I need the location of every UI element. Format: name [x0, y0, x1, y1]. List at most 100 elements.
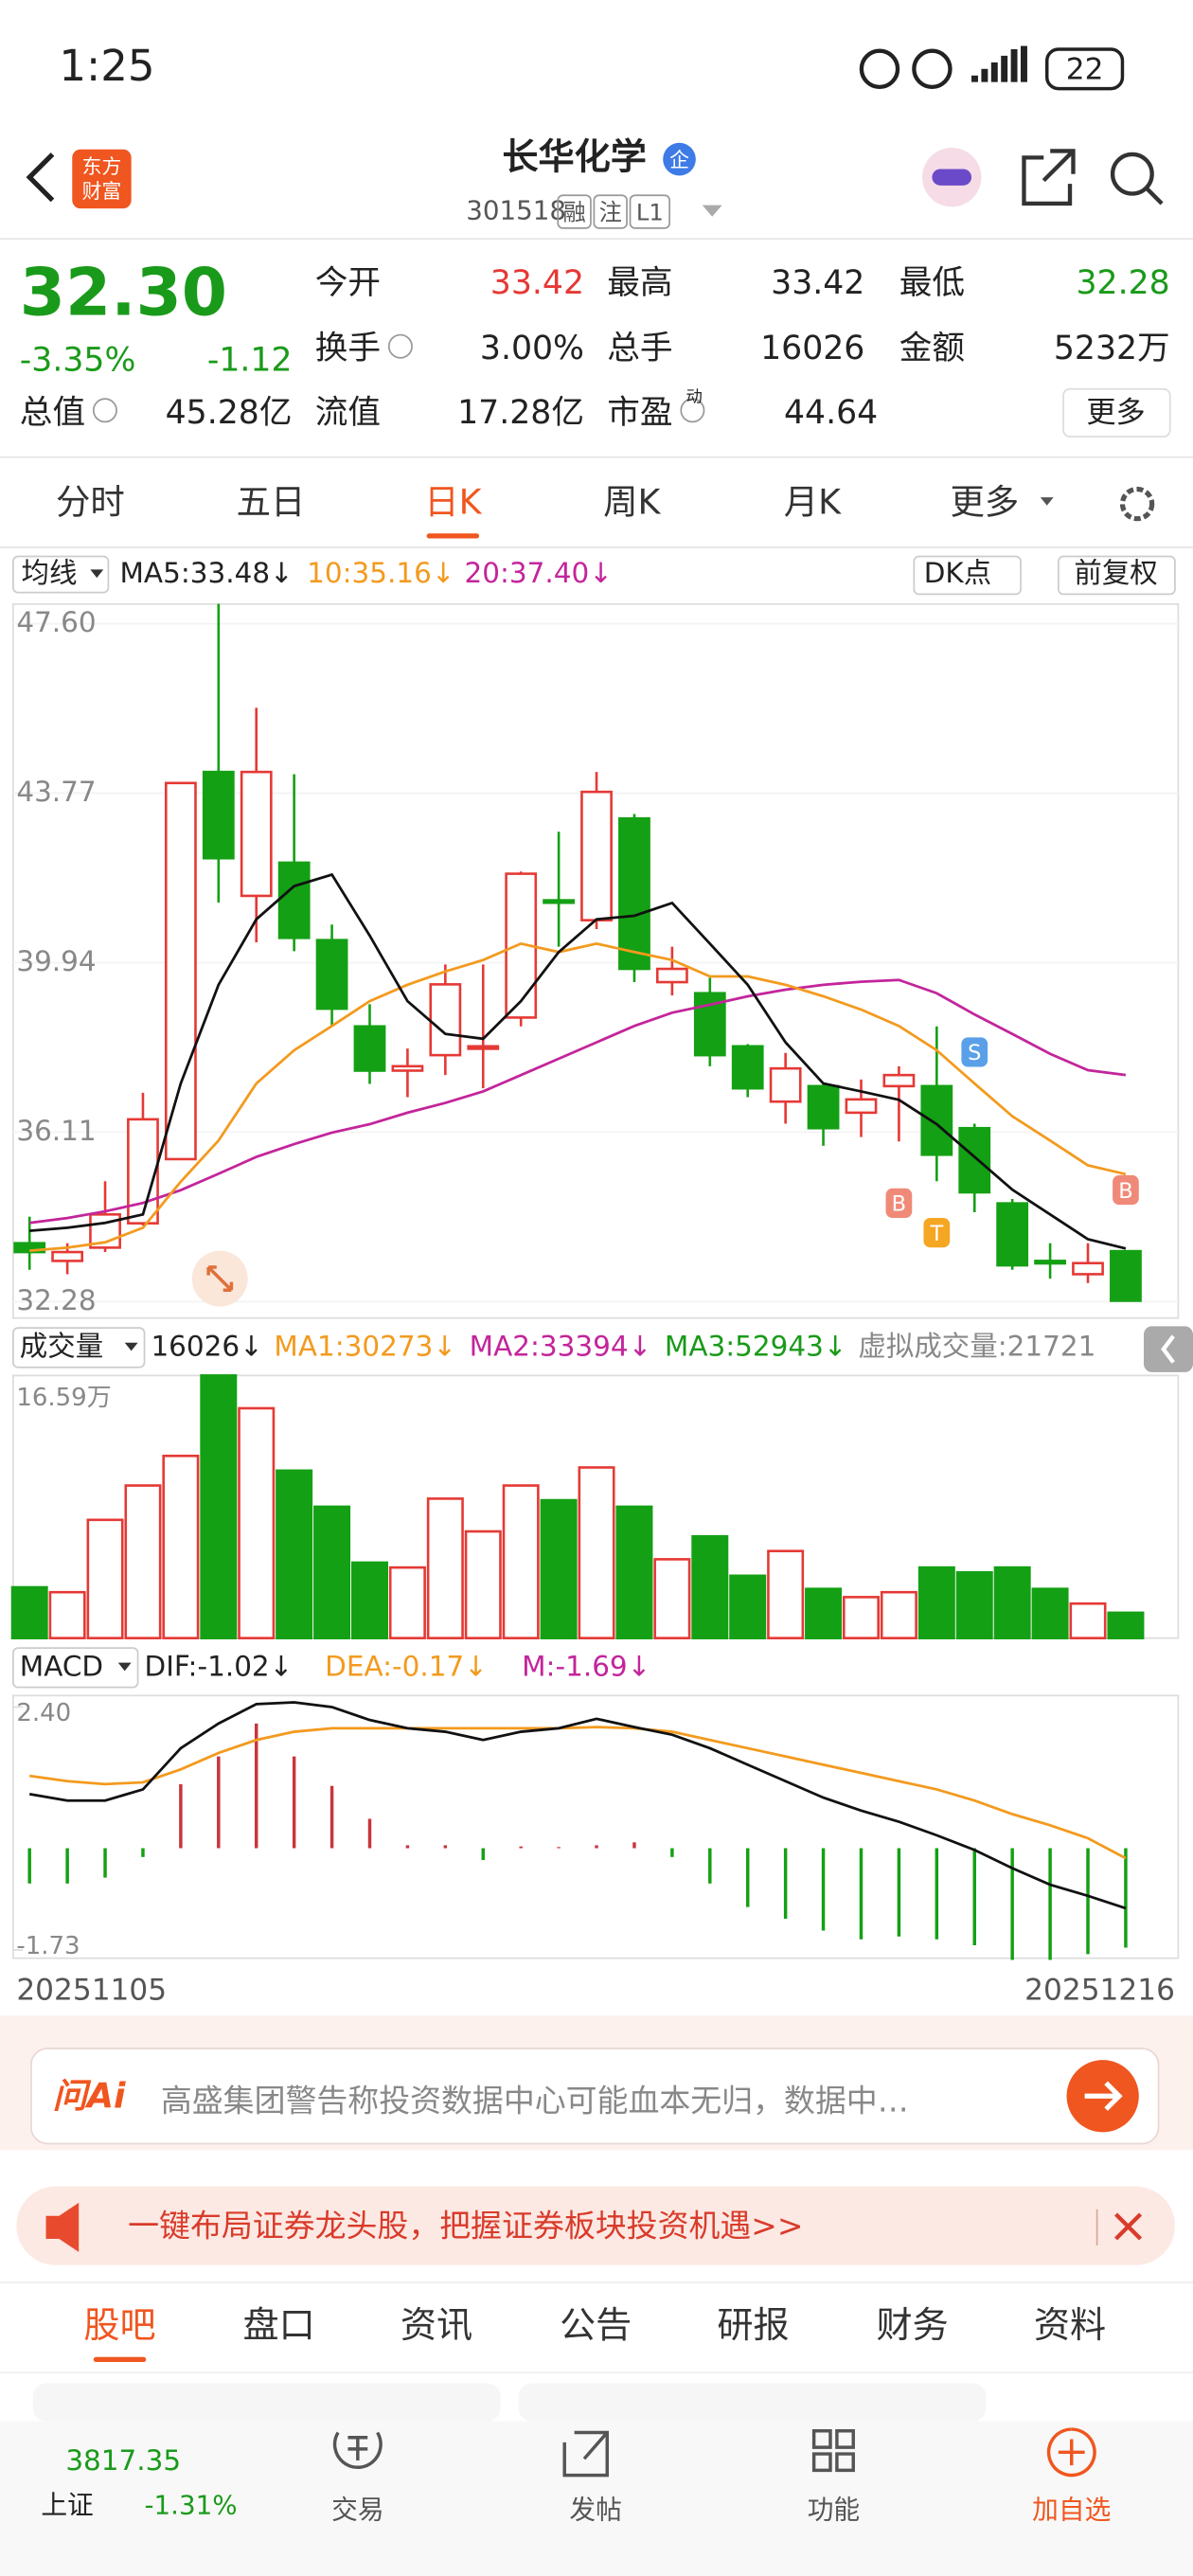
field-label: 今开	[315, 264, 381, 302]
dk-button[interactable]	[913, 555, 1022, 596]
settings-button[interactable]	[1119, 486, 1155, 522]
volume-bar	[388, 1565, 426, 1639]
nav-label[interactable]: 交易	[331, 2495, 383, 2526]
tab[interactable]: 更多	[951, 482, 1020, 523]
field-label: 最低	[899, 264, 965, 302]
change: -1.12	[207, 341, 293, 379]
collapse-button[interactable]	[1144, 1326, 1193, 1372]
change-pct: -3.35%	[20, 341, 136, 379]
content-tab[interactable]: 财务	[877, 2304, 949, 2346]
line-series	[29, 872, 1127, 1250]
nav-label[interactable]: 功能	[808, 2495, 860, 2526]
start-date: 20251105	[16, 1973, 167, 2007]
volume-bar	[955, 1571, 993, 1639]
indicator-select[interactable]	[11, 1327, 146, 1368]
field-value: 5232万	[1054, 330, 1170, 367]
field-label: 总手	[607, 330, 672, 367]
volume-bar	[313, 1505, 351, 1639]
field-label: 流值	[315, 394, 381, 432]
divider	[0, 546, 1193, 548]
ai-text: 高盛集团警告称投资数据中心可能血本无归，数据中…	[161, 2083, 909, 2120]
signal-marker	[1113, 1174, 1139, 1206]
candle-body	[240, 770, 273, 898]
nav-icon[interactable]	[332, 2431, 383, 2469]
tag: 融	[562, 198, 585, 225]
badge	[663, 142, 696, 176]
status-icon	[859, 48, 900, 90]
tag: L1	[636, 198, 664, 225]
dropdown	[124, 1342, 138, 1351]
volume-bar	[238, 1406, 276, 1639]
adjust-text: 前复权	[1074, 557, 1157, 589]
indicator-name: MACD	[20, 1650, 103, 1682]
ma-label: MA5:33.48↓	[120, 557, 294, 589]
stock-code: 301518	[466, 195, 566, 226]
volume-bar	[691, 1534, 729, 1639]
volume-bar	[767, 1549, 805, 1639]
search-button[interactable]	[1110, 152, 1154, 196]
candle-body	[315, 939, 348, 1011]
info-icon	[680, 398, 705, 423]
candle-body	[1034, 1260, 1066, 1265]
volume-bar	[86, 1518, 124, 1639]
dropdown	[1040, 497, 1054, 506]
content-tab[interactable]: 盘口	[243, 2304, 315, 2346]
field-value: 32.28	[1077, 264, 1170, 302]
volume-bar	[1031, 1587, 1069, 1639]
y-tick-label: 32.28	[16, 1284, 96, 1316]
banner-text: 一键布局证券龙头股，把握证券板块投资机遇>>	[128, 2207, 803, 2244]
banner[interactable]	[16, 2186, 1175, 2265]
adjust-button[interactable]	[1058, 555, 1176, 596]
arrow-icon	[1084, 2081, 1123, 2111]
candle-body	[164, 781, 197, 1161]
kline-frame	[11, 602, 1180, 1319]
tab[interactable]: 分时	[56, 482, 125, 523]
indicator-select[interactable]	[11, 1647, 139, 1689]
volume-label: MA2:33394↓	[470, 1330, 652, 1362]
volume-bar	[578, 1466, 615, 1639]
info-icon	[387, 333, 413, 359]
tab[interactable]: 日K	[424, 482, 482, 523]
tab[interactable]: 周K	[603, 482, 661, 523]
indicator-select[interactable]	[11, 555, 110, 594]
nav-icon[interactable]	[562, 2430, 609, 2478]
volume-label: 虚拟成交量:21721	[858, 1330, 1095, 1362]
line-series	[29, 941, 1127, 1253]
content-tab[interactable]: 股吧	[83, 2304, 155, 2346]
tag-box	[593, 194, 628, 229]
line-series	[29, 978, 1127, 1225]
candle-body	[353, 1025, 386, 1072]
nav-icon[interactable]	[811, 2429, 855, 2473]
y-tick-label: 2.40	[16, 1699, 71, 1727]
badge-text: 企	[669, 149, 689, 171]
dropdown[interactable]	[702, 205, 722, 217]
volume-bar	[464, 1530, 502, 1639]
back-button[interactable]	[26, 152, 55, 203]
field-label: 金额	[899, 330, 965, 367]
content-tab[interactable]: 公告	[560, 2304, 632, 2346]
candle-body	[202, 770, 235, 860]
line-series	[28, 1701, 1127, 1910]
candle-body	[618, 816, 650, 971]
tab[interactable]: 五日	[237, 482, 306, 523]
volume-label: MA1:30273↓	[274, 1330, 456, 1362]
field-label: 最高	[607, 264, 672, 302]
nav-icon[interactable]	[1046, 2427, 1096, 2478]
nav-label[interactable]: 发帖	[569, 2495, 621, 2526]
dropdown	[90, 569, 104, 579]
content-tab[interactable]: 资讯	[401, 2304, 472, 2346]
tab[interactable]: 月K	[784, 482, 842, 523]
close-button[interactable]	[1114, 2212, 1143, 2241]
candle-body	[1110, 1249, 1142, 1302]
y-tick-label: 16.59万	[16, 1384, 111, 1412]
nav-label[interactable]: 加自选	[1032, 2495, 1111, 2526]
content-tab[interactable]: 研报	[717, 2304, 789, 2346]
volume-bar	[162, 1454, 200, 1639]
volume-bar	[993, 1565, 1031, 1639]
content-tab[interactable]: 资料	[1034, 2304, 1106, 2346]
share-button[interactable]	[1022, 149, 1076, 206]
candle-body	[996, 1202, 1029, 1267]
ai-box[interactable]	[30, 2048, 1160, 2145]
more-button[interactable]	[1062, 387, 1171, 438]
